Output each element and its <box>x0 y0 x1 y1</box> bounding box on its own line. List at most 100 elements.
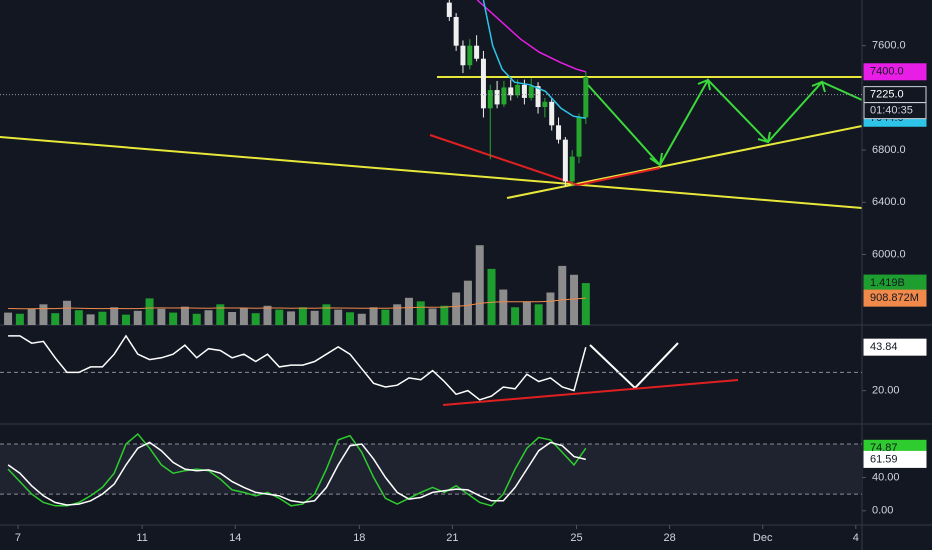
x-tick-label: 4 <box>853 532 859 544</box>
volume-bar <box>334 309 343 325</box>
x-tick-label: 11 <box>136 532 147 544</box>
volume-bar <box>440 305 449 325</box>
volume-bar <box>558 265 567 325</box>
volume-bar <box>51 313 60 325</box>
volume-bar <box>570 274 579 325</box>
volume-bar <box>39 304 48 325</box>
volume-bar <box>487 268 496 325</box>
candle-body <box>515 84 521 96</box>
x-tick-label: 28 <box>663 532 675 544</box>
volume-bar <box>522 301 531 325</box>
candle-body <box>542 101 548 108</box>
volume-bar <box>475 245 484 325</box>
x-tick-label: 21 <box>446 532 458 544</box>
candle-body <box>494 90 500 105</box>
band-fill <box>0 444 862 495</box>
volume-bar <box>381 309 390 325</box>
candle-body <box>501 87 507 105</box>
candle-body <box>549 101 555 126</box>
volume-bar <box>169 312 178 325</box>
candle-body <box>460 45 466 66</box>
y-tick-label: 6800.0 <box>872 144 906 156</box>
arrow-head <box>697 78 711 91</box>
arrow-head <box>649 152 663 167</box>
candle-body <box>453 16 459 46</box>
volume-bar <box>452 292 461 325</box>
candle-body <box>556 125 562 140</box>
candle-body <box>521 84 527 98</box>
volume-bar <box>511 307 520 325</box>
volume-bar <box>216 304 225 325</box>
volume-bar <box>15 313 24 325</box>
volume-bar <box>322 304 331 325</box>
x-tick-label: 18 <box>353 532 365 544</box>
candle-body <box>467 45 473 66</box>
candle-body <box>487 90 493 109</box>
volume-bar <box>27 308 36 325</box>
volume-bar <box>369 307 378 325</box>
rsi-trendline <box>442 379 739 406</box>
indicator-line <box>7 432 587 507</box>
price-badge <box>863 338 927 356</box>
price-badge <box>863 63 927 81</box>
volume-bar <box>393 304 402 325</box>
price-badge-label: 7400.0 <box>870 66 904 78</box>
x-tick-label: 14 <box>229 532 241 544</box>
candle-body <box>474 45 480 59</box>
y-tick-label: 6000.0 <box>872 248 906 260</box>
price-badge-label: 908.872M <box>870 292 919 304</box>
volume-bar <box>110 307 119 325</box>
price-badge <box>863 450 927 468</box>
volume-bar <box>428 308 437 325</box>
volume-bar <box>546 292 555 325</box>
y-tick-label: 7600.0 <box>872 40 906 52</box>
volume-bar <box>4 312 13 325</box>
volume-bar <box>287 311 296 325</box>
volume-bar <box>133 310 142 325</box>
volume-bar <box>157 308 166 325</box>
volume-bar <box>63 300 72 325</box>
volume-bar <box>239 308 248 325</box>
price-badge-label: 61.59 <box>870 453 898 465</box>
moving-average <box>482 0 586 120</box>
volume-bar <box>581 283 590 325</box>
volume-bar <box>404 297 413 325</box>
candle-body <box>562 139 568 182</box>
candle-body <box>446 2 452 17</box>
red-trendline <box>577 167 661 186</box>
volume-bar <box>263 305 272 325</box>
candle-body <box>569 156 575 182</box>
volume-bar <box>534 304 543 325</box>
volume-bar <box>98 311 107 325</box>
volume-bar <box>86 314 95 325</box>
volume-bar <box>357 313 366 325</box>
candle-body <box>480 58 486 109</box>
moving-average <box>476 0 587 73</box>
volume-bar <box>416 301 425 325</box>
arrow-head <box>757 131 771 144</box>
drawings <box>0 76 863 406</box>
countdown-box <box>863 102 927 120</box>
volume-bar <box>310 310 319 325</box>
price-badge-label: 43.84 <box>870 341 898 353</box>
y-tick-label: 6400.0 <box>872 196 906 208</box>
arrow-head <box>811 80 826 93</box>
indicator-line <box>7 441 586 506</box>
x-tick-label: 25 <box>570 532 582 544</box>
candle-body <box>528 86 534 98</box>
y-tick-label: 40.00 <box>872 471 900 483</box>
indicator-line <box>8 334 587 401</box>
descending-trendline <box>0 136 863 209</box>
ascending-trendline <box>506 125 863 199</box>
candle-body <box>583 77 589 118</box>
volume-bar <box>463 280 472 325</box>
x-tick-label: 7 <box>15 532 21 544</box>
volume-bar <box>251 313 260 325</box>
candle-body <box>535 86 541 108</box>
countdown: 01:40:35 <box>870 105 913 117</box>
volume-bar <box>204 310 213 325</box>
volume-ma <box>8 297 586 310</box>
volume-bar <box>145 298 154 325</box>
volume-bar <box>499 289 508 325</box>
